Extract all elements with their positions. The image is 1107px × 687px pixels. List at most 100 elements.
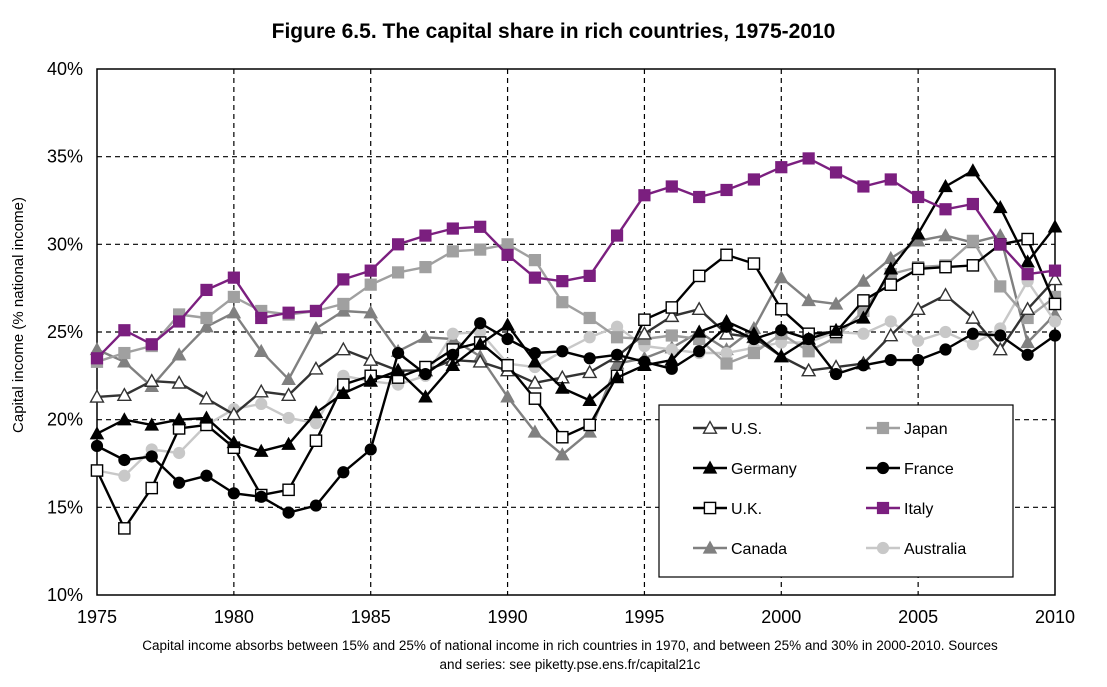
data-point-france [364, 443, 377, 456]
data-point-u-s [664, 308, 680, 323]
data-point-australia [884, 315, 897, 328]
data-point-japan [556, 296, 569, 309]
data-point-italy [173, 315, 186, 328]
series-u-k [90, 232, 1062, 535]
data-point-france [282, 506, 295, 519]
data-point-u-s [363, 352, 379, 366]
series-line-canada [96, 234, 1056, 456]
data-point-italy [255, 311, 268, 325]
data-point-germany [719, 314, 734, 328]
x-tick-label: 1980 [214, 607, 254, 627]
data-point-u-k [282, 483, 295, 497]
data-point-france [391, 346, 405, 360]
data-point-japan [118, 346, 131, 360]
data-point-u-s [718, 325, 735, 340]
data-point-italy [665, 180, 678, 193]
data-point-canada [308, 321, 324, 335]
data-point-italy [501, 248, 514, 261]
data-point-canada [773, 270, 789, 284]
data-point-germany [226, 434, 242, 449]
y-axis-tick-labels: 10% 15% 20% 25% 30% 35% 40% [47, 59, 83, 605]
data-point-germany [363, 373, 379, 387]
data-point-germany [308, 405, 324, 419]
data-point-france [309, 499, 323, 512]
x-tick-label: 2010 [1035, 607, 1075, 627]
series-italy [90, 152, 1062, 365]
data-point-u-k [939, 260, 952, 274]
data-point-italy [884, 173, 897, 186]
legend-marker [702, 420, 718, 434]
data-point-u-s [1019, 301, 1036, 316]
data-point-australia [446, 327, 459, 340]
data-point-italy [638, 189, 651, 202]
data-point-italy [583, 269, 596, 282]
legend-item-japan: Japan [866, 421, 948, 438]
legend-label: Australia [904, 541, 966, 558]
data-point-france [1021, 348, 1034, 361]
legend-item-italy: Italy [866, 501, 933, 518]
data-point-japan [665, 329, 678, 342]
chart-title: Figure 6.5. The capital share in rich co… [271, 20, 836, 43]
data-point-australia [309, 417, 323, 430]
data-point-germany [938, 179, 953, 193]
data-point-germany [910, 226, 926, 240]
data-point-germany [883, 261, 899, 275]
legend-marker [876, 501, 890, 515]
legend-label: U.K. [731, 501, 762, 518]
data-point-italy [857, 180, 870, 193]
y-tick-label: 40% [47, 59, 83, 79]
legend-item-u-k: U.K. [693, 501, 762, 518]
data-point-japan [227, 290, 240, 304]
data-point-japan [610, 331, 624, 344]
data-point-u-k [556, 430, 569, 444]
data-point-germany [199, 410, 214, 424]
x-tick-label: 1995 [624, 607, 664, 627]
data-point-italy [391, 238, 405, 251]
data-point-u-s [253, 383, 269, 398]
x-tick-label: 1985 [351, 607, 391, 627]
data-point-italy [145, 338, 158, 351]
data-point-japan [364, 278, 377, 291]
data-point-germany [609, 370, 625, 384]
legend-item-canada: Canada [693, 540, 787, 558]
data-point-australia [966, 338, 979, 351]
data-point-u-s [116, 387, 133, 401]
data-point-u-k [857, 294, 870, 307]
data-point-germany [664, 352, 680, 366]
data-point-u-s [1047, 271, 1063, 286]
data-point-u-s [883, 327, 899, 342]
data-point-u-k [774, 302, 788, 316]
data-point-canada [828, 296, 844, 310]
data-point-france [145, 450, 158, 463]
data-point-germany [555, 380, 570, 394]
data-point-u-k [1048, 297, 1062, 311]
legend-item-germany: Germany [693, 460, 797, 478]
data-point-italy [693, 190, 706, 204]
data-point-germany [1047, 219, 1063, 233]
data-point-u-k [692, 269, 706, 283]
data-point-france [610, 348, 624, 361]
legend-label: Canada [731, 541, 787, 558]
y-tick-label: 35% [47, 147, 83, 167]
data-point-france [200, 469, 213, 482]
data-point-germany [828, 322, 844, 336]
data-point-japan [200, 311, 213, 325]
data-point-germany [336, 385, 351, 400]
data-point-canada [910, 233, 926, 247]
data-point-u-k [747, 257, 761, 270]
legend-item-u-s: U.S. [693, 420, 762, 438]
data-point-italy [966, 197, 979, 211]
x-tick-label: 2005 [898, 607, 938, 627]
data-point-u-k [501, 359, 514, 372]
data-point-germany [445, 357, 461, 371]
data-point-germany [253, 443, 269, 457]
data-point-italy [474, 220, 487, 233]
y-tick-label: 20% [47, 410, 83, 430]
data-point-u-s [308, 360, 324, 375]
data-point-u-s [472, 353, 488, 368]
series-japan [90, 234, 1062, 370]
data-point-japan [446, 245, 459, 258]
data-point-france [829, 367, 843, 381]
data-point-canada [938, 228, 953, 242]
data-point-u-s [965, 310, 981, 324]
